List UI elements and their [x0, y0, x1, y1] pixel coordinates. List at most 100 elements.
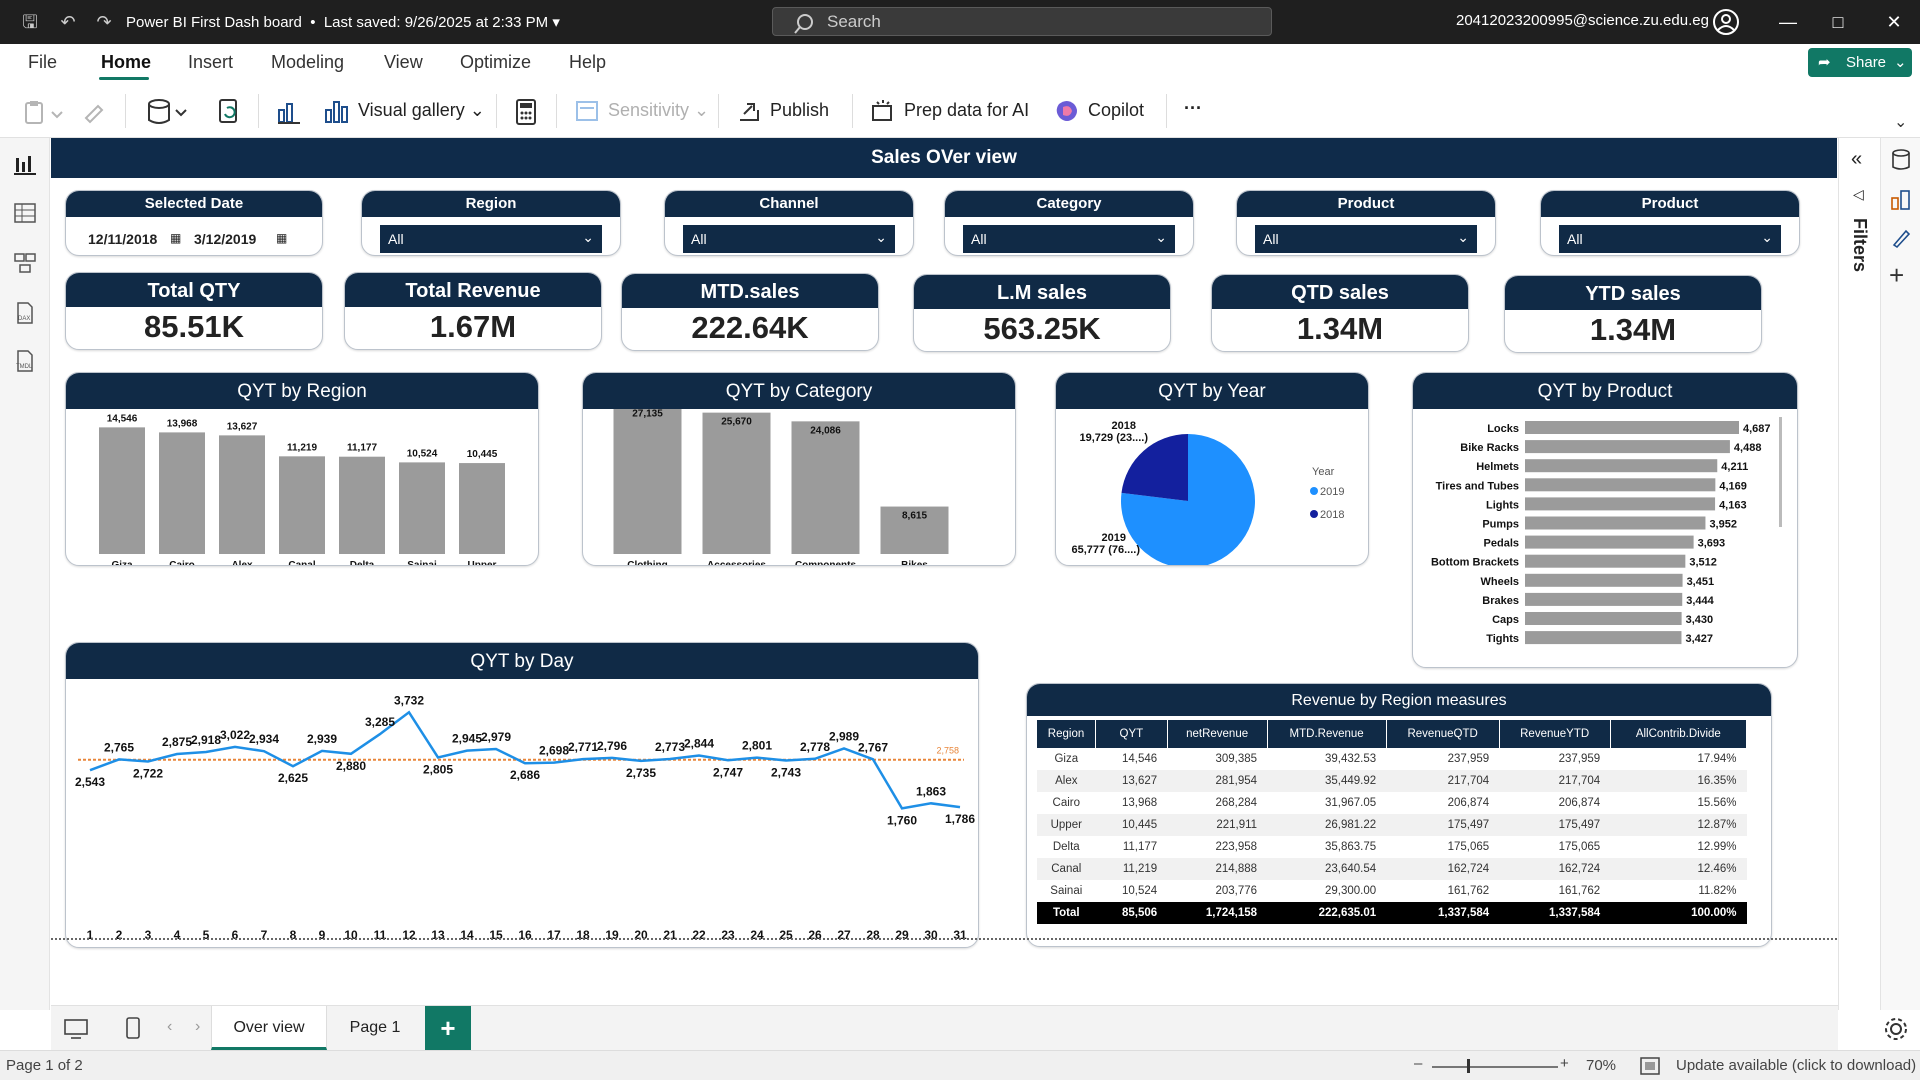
desktop-layout-icon[interactable]	[63, 1018, 89, 1040]
kpi-card-qtd-sales[interactable]: QTD sales 1.34M	[1211, 274, 1469, 352]
save-icon[interactable]: 🖫	[22, 12, 38, 32]
undo-icon[interactable]: ↶	[60, 12, 76, 32]
kpi-card-ytd-sales[interactable]: YTD sales 1.34M	[1504, 275, 1762, 353]
category-dropdown[interactable]: All ⌄	[963, 225, 1175, 253]
settings-icon[interactable]	[1883, 1016, 1909, 1042]
get-data-icon[interactable]	[146, 98, 190, 126]
column-header[interactable]: MTD.Revenue	[1267, 720, 1387, 748]
menu-file[interactable]: File	[28, 52, 58, 72]
kpi-card-mtd-sales[interactable]: MTD.sales 222.64K	[621, 273, 879, 351]
report-view-icon[interactable]	[12, 152, 38, 178]
kpi-card-total-revenue[interactable]: Total Revenue 1.67M	[344, 272, 602, 350]
column-header[interactable]: RevenueYTD	[1499, 720, 1611, 748]
zoom-in-icon[interactable]: +	[1560, 1055, 1569, 1072]
new-visual-icon[interactable]	[276, 98, 302, 126]
dax-query-view-icon[interactable]: DAX	[12, 300, 38, 326]
update-available-link[interactable]: Update available (click to download)	[1676, 1057, 1917, 1074]
column-header[interactable]: AllContrib.Divide	[1610, 720, 1748, 748]
data-pane-icon[interactable]	[1889, 148, 1913, 172]
calendar-icon[interactable]: ▦	[170, 231, 182, 245]
zoom-level[interactable]: 70%	[1586, 1057, 1617, 1074]
fit-to-page-icon[interactable]	[1640, 1057, 1660, 1075]
add-page-button[interactable]: +	[425, 1006, 471, 1050]
table-row[interactable]: Delta 11,177 223,958 35,863.75 175,065 175,06…	[1037, 836, 1747, 858]
region-dropdown[interactable]: All ⌄	[380, 225, 602, 253]
calendar-icon[interactable]: ▦	[276, 231, 288, 245]
redo-icon[interactable]: ↷	[96, 12, 112, 32]
prep-data-button[interactable]: Prep data for AI	[870, 98, 1029, 124]
qyt-by-product-chart[interactable]: QYT by Product Locks 4,687 Bike Racks 4,488…	[1412, 372, 1798, 668]
table-row[interactable]: Alex 13,627 281,954 35,449.92 217,704 217,704…	[1037, 770, 1747, 792]
date-to-input[interactable]: 3/12/2019	[194, 231, 257, 247]
table-row[interactable]: Upper 10,445 221,911 26,981.22 175,497 175,49…	[1037, 814, 1747, 836]
column-header[interactable]: RevenueQTD	[1386, 720, 1500, 748]
paste-icon[interactable]	[24, 100, 66, 126]
column-header[interactable]: QYT	[1095, 720, 1168, 748]
table-row[interactable]: Canal 11,219 214,888 23,640.54 162,724 162,72…	[1037, 858, 1747, 880]
zoom-slider-thumb[interactable]	[1467, 1059, 1470, 1073]
date-from-input[interactable]: 12/11/2018	[88, 231, 158, 247]
format-pane-icon[interactable]	[1889, 226, 1913, 250]
zoom-out-icon[interactable]: –	[1414, 1055, 1423, 1072]
qyt-by-day-chart[interactable]: QYT by Day 2,758 2,543 1 2,765 2 2,722 3 2,875 4…	[65, 642, 979, 948]
calculator-icon[interactable]	[514, 98, 538, 126]
more-options-button[interactable]: ···	[1184, 98, 1202, 118]
data-label: 3,952	[1709, 519, 1737, 531]
table-row[interactable]: Giza 14,546 309,385 39,432.53 237,959 237,959…	[1037, 748, 1747, 770]
date-slicer[interactable]: Selected Date 12/11/2018 ▦ 3/12/2019 ▦	[65, 190, 323, 256]
share-button[interactable]: ➦ Share ⌄	[1808, 48, 1912, 77]
format-painter-icon[interactable]	[82, 100, 108, 126]
menu-view[interactable]: View	[384, 52, 423, 72]
category-label: Upper	[468, 560, 497, 566]
model-view-icon[interactable]	[12, 250, 38, 276]
product-dropdown-1[interactable]: All ⌄	[1255, 225, 1477, 253]
user-email[interactable]: 20412023200995@science.zu.edu.eg	[1456, 12, 1709, 29]
maximize-icon[interactable]: □	[1832, 12, 1844, 32]
qyt-by-category-chart[interactable]: QYT by Category 27,135 Clothing 25,670 Acce…	[582, 372, 1016, 566]
column-header[interactable]: Region	[1037, 720, 1097, 748]
menu-home[interactable]: Home	[101, 52, 152, 72]
refresh-icon[interactable]	[216, 98, 242, 126]
kpi-card-lm-sales[interactable]: L.M sales 563.25K	[913, 274, 1171, 352]
next-page-icon[interactable]: ›	[195, 1018, 201, 1035]
channel-dropdown[interactable]: All ⌄	[683, 225, 895, 253]
table-row[interactable]: Sainai 10,524 203,776 29,300.00 161,762 161,7…	[1037, 880, 1747, 902]
table-cell: Total	[1037, 902, 1096, 924]
minimize-icon[interactable]: —	[1779, 12, 1797, 32]
page-tab-page-1[interactable]: Page 1	[349, 1019, 401, 1036]
table-view-icon[interactable]	[12, 200, 38, 226]
page-tab-over-view[interactable]: Over view	[211, 1006, 327, 1050]
expand-panes-icon[interactable]: «	[1851, 148, 1863, 170]
revenue-by-region-table[interactable]: Revenue by Region measures Region QYT netR…	[1026, 683, 1772, 947]
copilot-button[interactable]: Copilot	[1054, 98, 1144, 124]
mobile-layout-icon[interactable]	[125, 1016, 141, 1040]
search-input[interactable]: Search	[772, 7, 1272, 36]
kpi-card-total-qty[interactable]: Total QTY 85.51K	[65, 272, 323, 350]
visualizations-pane-icon[interactable]	[1889, 188, 1913, 212]
menu-optimize[interactable]: Optimize	[460, 52, 532, 72]
table-row[interactable]: Cairo 13,968 268,284 31,967.05 206,874 206,87…	[1037, 792, 1747, 814]
menu-help[interactable]: Help	[569, 52, 607, 72]
tmdl-view-icon[interactable]: TMDL	[12, 348, 38, 374]
column-header[interactable]: netRevenue	[1167, 720, 1268, 748]
publish-button[interactable]: Publish	[736, 98, 829, 124]
prev-page-icon[interactable]: ‹	[167, 1018, 173, 1035]
visual-gallery-button[interactable]: Visual gallery ⌄	[324, 98, 485, 124]
zoom-slider[interactable]	[1432, 1066, 1558, 1068]
table-cell: 1,724,158	[1167, 902, 1268, 924]
close-icon[interactable]: ✕	[1886, 12, 1902, 32]
menu-modeling[interactable]: Modeling	[271, 52, 345, 72]
qyt-by-year-chart[interactable]: QYT by Year 2018 19,729 (23....) 2019 65,77…	[1055, 372, 1369, 566]
product-dropdown-2[interactable]: All ⌄	[1559, 225, 1781, 253]
qyt-by-region-chart[interactable]: QYT by Region 14,546 Giza 13,968 Cairo 13,62…	[65, 372, 539, 566]
collapse-ribbon-icon[interactable]: ⌄	[1894, 114, 1908, 131]
category-label: Cairo	[169, 560, 195, 566]
filters-pane-collapsed[interactable]: « ◁ Filters	[1838, 138, 1880, 1010]
menu-insert[interactable]: Insert	[188, 52, 234, 72]
chevron-down-icon[interactable]: ▾	[552, 14, 560, 31]
table-body: Region QYT netRevenue MTD.Revenue RevenueQTD…	[1037, 720, 1748, 924]
add-pane-icon[interactable]: +	[1889, 260, 1905, 290]
avatar-icon[interactable]	[1712, 8, 1740, 36]
filters-label[interactable]: Filters	[1850, 218, 1870, 273]
document-title[interactable]: Power BI First Dash board • Last saved: …	[126, 14, 560, 31]
